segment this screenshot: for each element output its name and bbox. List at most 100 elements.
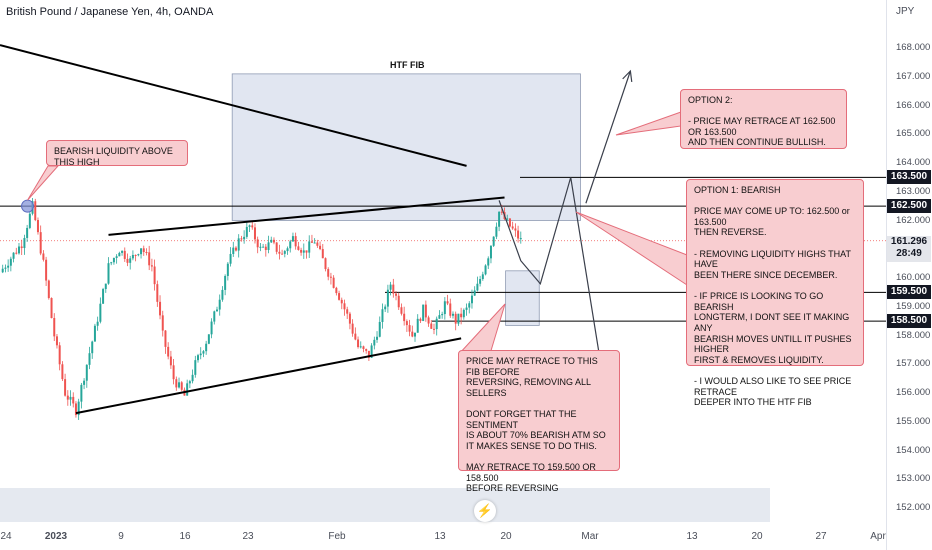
candle-body (123, 250, 126, 259)
candle-body (243, 236, 246, 240)
candle-body (449, 303, 452, 316)
candle-body (416, 318, 419, 333)
candle-body (495, 226, 498, 237)
candle-body (175, 379, 178, 388)
candle-body (351, 323, 354, 334)
candle-body (300, 249, 303, 253)
candle-body (514, 228, 517, 231)
candle-body (229, 253, 232, 264)
candle-body (4, 267, 7, 269)
candle-body (359, 346, 362, 348)
candle-body (118, 252, 121, 257)
candle-body (281, 253, 284, 255)
candle-body (226, 263, 229, 276)
candle-body (479, 279, 482, 284)
candle-body (441, 314, 444, 316)
candle-body (470, 295, 473, 304)
candle-body (112, 257, 115, 263)
candle-body (500, 211, 503, 213)
candle-body (142, 248, 145, 253)
candle-body (145, 252, 148, 254)
candle-body (53, 318, 56, 337)
candle-body (110, 262, 113, 264)
candle-body (395, 293, 398, 296)
candle-body (210, 321, 213, 335)
candle-body (199, 353, 202, 356)
candle-body (319, 245, 322, 250)
x-tick-label: Mar (581, 531, 599, 542)
candle-body (473, 290, 476, 296)
candle-body (115, 256, 118, 258)
callout-liquidity-pointer (27, 165, 60, 201)
price-axis[interactable] (886, 0, 932, 550)
note-retrace[interactable]: PRICE MAY RETRACE TO THIS FIB BEFORE REV… (458, 350, 620, 493)
x-tick-label: 13 (686, 531, 698, 542)
candle-body (294, 236, 297, 247)
series-channel-bottom (75, 337, 462, 415)
y-tick-label: 152.000 (896, 502, 931, 513)
candle-body (188, 381, 191, 384)
candle-body (39, 232, 42, 254)
y-tick-label: 167.000 (896, 70, 931, 82)
candle-body (451, 313, 454, 316)
candle-body (164, 330, 167, 347)
candle-body (93, 325, 96, 342)
note-option-1[interactable]: OPTION 1: BEARISH PRICE MAY COME UP TO: … (686, 179, 864, 407)
candle-body (172, 365, 175, 380)
candle-body (275, 242, 278, 252)
candle-body (405, 321, 408, 326)
candle-body (446, 301, 449, 304)
candle-body (454, 313, 457, 324)
candle-body (324, 258, 327, 270)
candle-body (150, 265, 153, 267)
candle-body (389, 284, 392, 290)
y-tick-label: 165.000 (896, 128, 931, 140)
x-tick-label: 2023 (44, 531, 68, 542)
x-tick-label: 16 (179, 531, 191, 542)
candle-body (121, 250, 124, 253)
candle-body (28, 213, 31, 228)
candle-body (218, 299, 221, 310)
candle-body (191, 374, 194, 382)
candle-body (248, 225, 251, 227)
series-option-1-path (498, 177, 610, 414)
x-tick-label: 13 (434, 531, 446, 542)
candle-body (365, 349, 368, 351)
level-badge: 158.500 (887, 314, 931, 329)
candle-body (34, 201, 37, 221)
note-liquidity[interactable]: BEARISH LIQUIDITY ABOVE THIS HIGH (46, 140, 188, 167)
candle-body (69, 396, 72, 400)
timeline-band (0, 488, 770, 522)
candle-body (140, 248, 143, 255)
candle-body (148, 252, 151, 266)
tradingview-logo-icon[interactable]: ⚡ (474, 500, 496, 522)
level-badge: 159.500 (887, 285, 931, 300)
candle-body (107, 263, 110, 284)
y-tick-label: 160.000 (896, 272, 931, 283)
candle-body (256, 239, 259, 248)
candle-body (205, 343, 208, 352)
arrow-head (622, 69, 633, 82)
candle-body (346, 309, 349, 314)
candle-body (161, 315, 164, 331)
candle-body (80, 384, 83, 402)
candle-body (430, 323, 433, 329)
candle-body (26, 227, 29, 238)
candle-body (348, 313, 351, 324)
candle-body (378, 321, 381, 337)
candle-body (376, 336, 379, 340)
currency-unit: JPY (896, 6, 915, 17)
candle-body (308, 241, 311, 253)
candle-body (310, 241, 313, 243)
candle-body (289, 241, 292, 249)
note-option-2[interactable]: OPTION 2: - PRICE MAY RETRACE AT 162.500… (680, 89, 847, 149)
candle-body (381, 309, 384, 322)
candle-body (1, 268, 4, 273)
candle-body (316, 242, 319, 246)
candle-body (85, 364, 88, 381)
y-tick-label: 156.000 (896, 387, 931, 398)
candle-body (96, 321, 99, 326)
candle-body (392, 284, 395, 294)
candle-body (329, 276, 332, 278)
